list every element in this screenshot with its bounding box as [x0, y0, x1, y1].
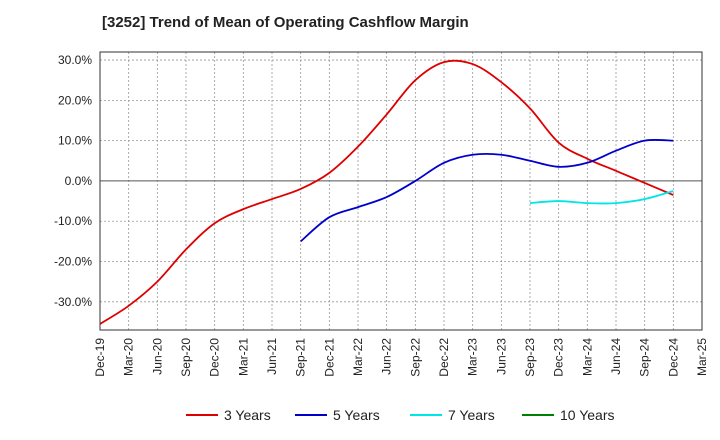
chart-title: [3252] Trend of Mean of Operating Cashfl…	[102, 14, 469, 31]
x-tick-label: Dec-21	[322, 338, 336, 377]
legend-label-7-years: 7 Years	[448, 407, 495, 423]
series-layer	[99, 59, 674, 325]
x-tick-label: Mar-23	[466, 338, 480, 376]
x-tick-label: Jun-23	[494, 338, 508, 375]
legend-label-5-years: 5 Years	[333, 407, 380, 423]
x-tick-label: Sep-23	[523, 338, 537, 377]
y-tick-label: 0.0%	[65, 174, 93, 188]
series-line-3-years	[99, 59, 674, 325]
y-tick-label: -20.0%	[54, 255, 92, 269]
y-tick-label: 10.0%	[58, 134, 92, 148]
x-tick-label: Dec-22	[437, 338, 451, 377]
grid-layer	[99, 52, 703, 330]
x-tick-label: Sep-21	[294, 338, 308, 377]
y-tick-label: 20.0%	[58, 93, 92, 107]
legend-label-3-years: 3 Years	[224, 407, 271, 423]
y-tick-label: -10.0%	[54, 214, 92, 228]
x-tick-label: Sep-22	[408, 338, 422, 377]
x-tick-label: Dec-20	[208, 338, 222, 377]
x-tick-label: Sep-20	[179, 338, 193, 377]
x-tick-label: Jun-22	[380, 338, 394, 375]
x-tick-label: Sep-24	[638, 338, 652, 377]
x-tick-label: Mar-24	[580, 338, 594, 376]
y-tick-label: -30.0%	[54, 295, 92, 309]
axis-layer: 30.0% 20.0% 10.0% 0.0% -10.0% -20.0% -30.0% Dec…	[54, 51, 709, 377]
x-tick-label: Mar-22	[351, 338, 365, 376]
x-tick-label: Mar-20	[122, 338, 136, 376]
legend-label-10-years: 10 Years	[560, 407, 615, 423]
x-tick-label: Dec-23	[552, 338, 566, 377]
x-tick-label: Mar-25	[695, 338, 709, 376]
series-line-5-years	[300, 139, 674, 243]
x-tick-label: Jun-24	[609, 338, 623, 375]
x-tick-label: Mar-21	[236, 338, 250, 376]
plot-frame	[99, 51, 703, 331]
x-tick-label: Jun-20	[150, 338, 164, 375]
y-tick-label: 30.0%	[58, 53, 92, 67]
x-tick-label: Jun-21	[265, 338, 279, 375]
series-line-7-years	[529, 190, 674, 205]
x-tick-label: Dec-19	[93, 338, 107, 377]
legend: 3 Years 5 Years 7 Years 10 Years	[186, 407, 615, 423]
x-tick-label: Dec-24	[666, 338, 680, 377]
